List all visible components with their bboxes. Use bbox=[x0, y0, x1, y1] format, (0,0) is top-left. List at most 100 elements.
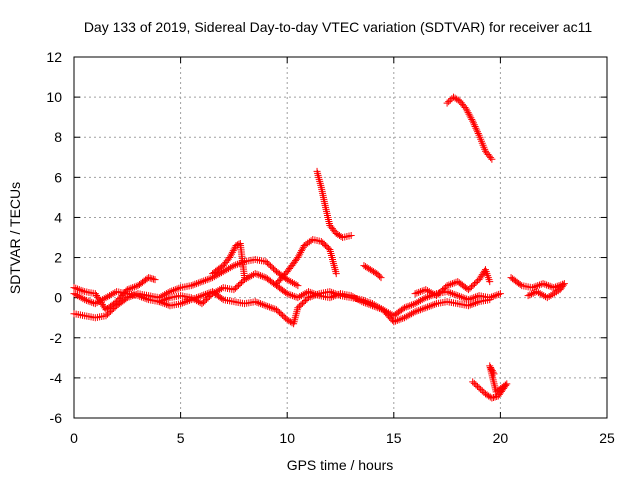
data-point bbox=[199, 298, 207, 306]
data-point bbox=[487, 365, 495, 373]
data-point bbox=[550, 284, 558, 292]
x-axis-label: GPS time / hours bbox=[287, 457, 394, 473]
data-point bbox=[526, 291, 534, 299]
data-point bbox=[182, 298, 190, 306]
data-point bbox=[230, 286, 238, 294]
data-point bbox=[456, 292, 464, 300]
data-point bbox=[529, 289, 537, 297]
data-point bbox=[365, 298, 373, 306]
data-point bbox=[241, 274, 249, 282]
x-tick-label: 10 bbox=[279, 430, 295, 446]
data-point bbox=[134, 292, 142, 300]
data-point bbox=[111, 289, 119, 297]
data-point bbox=[227, 250, 235, 258]
data-point bbox=[122, 295, 130, 303]
data-point bbox=[238, 278, 246, 286]
y-axis-label: SDTVAR / TECUs bbox=[7, 182, 23, 294]
data-point bbox=[431, 300, 439, 308]
data-point bbox=[292, 281, 300, 289]
data-point bbox=[461, 294, 469, 302]
data-point bbox=[297, 301, 305, 309]
data-point bbox=[468, 115, 476, 123]
data-point bbox=[425, 302, 433, 310]
data-point bbox=[406, 311, 414, 319]
data-point bbox=[467, 283, 475, 291]
data-point bbox=[217, 285, 225, 293]
data-point bbox=[549, 290, 557, 298]
data-point bbox=[422, 304, 430, 312]
data-point bbox=[255, 299, 263, 307]
data-point bbox=[294, 304, 302, 312]
data-point bbox=[447, 280, 455, 288]
data-point bbox=[474, 129, 482, 137]
data-point bbox=[262, 302, 270, 310]
data-point bbox=[264, 302, 272, 310]
data-point bbox=[178, 299, 186, 307]
data-point bbox=[226, 264, 234, 272]
data-point bbox=[161, 300, 169, 308]
data-point bbox=[556, 286, 564, 294]
data-point bbox=[347, 231, 355, 239]
data-point bbox=[159, 299, 167, 307]
data-point bbox=[79, 295, 87, 303]
data-point bbox=[360, 296, 368, 304]
data-point bbox=[551, 283, 559, 291]
y-tick-label: -2 bbox=[50, 330, 63, 346]
data-point bbox=[300, 298, 308, 306]
data-point bbox=[473, 128, 481, 136]
data-point bbox=[75, 286, 83, 294]
data-point bbox=[138, 293, 146, 301]
data-point bbox=[201, 276, 209, 284]
data-point bbox=[273, 306, 281, 314]
data-point bbox=[93, 291, 101, 299]
data-point bbox=[469, 281, 477, 289]
data-point bbox=[372, 302, 380, 310]
data-point bbox=[415, 288, 423, 296]
chart-title: Day 133 of 2019, Sidereal Day-to-day VTE… bbox=[84, 19, 593, 35]
y-tick-label: -4 bbox=[50, 370, 63, 386]
data-point bbox=[95, 298, 103, 306]
data-point bbox=[233, 260, 241, 268]
data-point bbox=[102, 312, 110, 320]
data-point bbox=[402, 303, 410, 311]
data-point bbox=[193, 280, 201, 288]
data-point bbox=[432, 292, 440, 300]
data-point bbox=[434, 290, 442, 298]
data-point bbox=[489, 393, 497, 401]
data-point bbox=[416, 288, 424, 296]
data-point bbox=[390, 318, 398, 326]
data-point bbox=[363, 298, 371, 306]
data-point bbox=[104, 293, 112, 301]
data-point bbox=[287, 278, 295, 286]
x-tick-label: 5 bbox=[177, 430, 185, 446]
data-point bbox=[289, 279, 297, 287]
data-point bbox=[230, 245, 238, 253]
data-point bbox=[374, 303, 382, 311]
data-point bbox=[148, 275, 156, 283]
series-track-e bbox=[209, 240, 249, 282]
data-point bbox=[260, 273, 268, 281]
data-point bbox=[201, 297, 209, 305]
data-point bbox=[229, 247, 237, 255]
data-point bbox=[486, 278, 494, 286]
data-point bbox=[219, 268, 227, 276]
data-point bbox=[189, 295, 197, 303]
data-point bbox=[477, 385, 485, 393]
data-point bbox=[333, 290, 341, 298]
data-point bbox=[193, 294, 201, 302]
data-point bbox=[207, 274, 215, 282]
data-point bbox=[531, 288, 539, 296]
data-point bbox=[94, 293, 102, 301]
data-point bbox=[424, 303, 432, 311]
data-point bbox=[471, 280, 479, 288]
data-point bbox=[443, 99, 451, 107]
data-point bbox=[413, 299, 421, 307]
data-point bbox=[539, 280, 547, 288]
data-point bbox=[408, 301, 416, 309]
data-point bbox=[473, 382, 481, 390]
data-point bbox=[234, 281, 242, 289]
data-point bbox=[395, 316, 403, 324]
data-point bbox=[530, 283, 538, 291]
data-point bbox=[233, 283, 241, 291]
data-point bbox=[448, 95, 456, 103]
